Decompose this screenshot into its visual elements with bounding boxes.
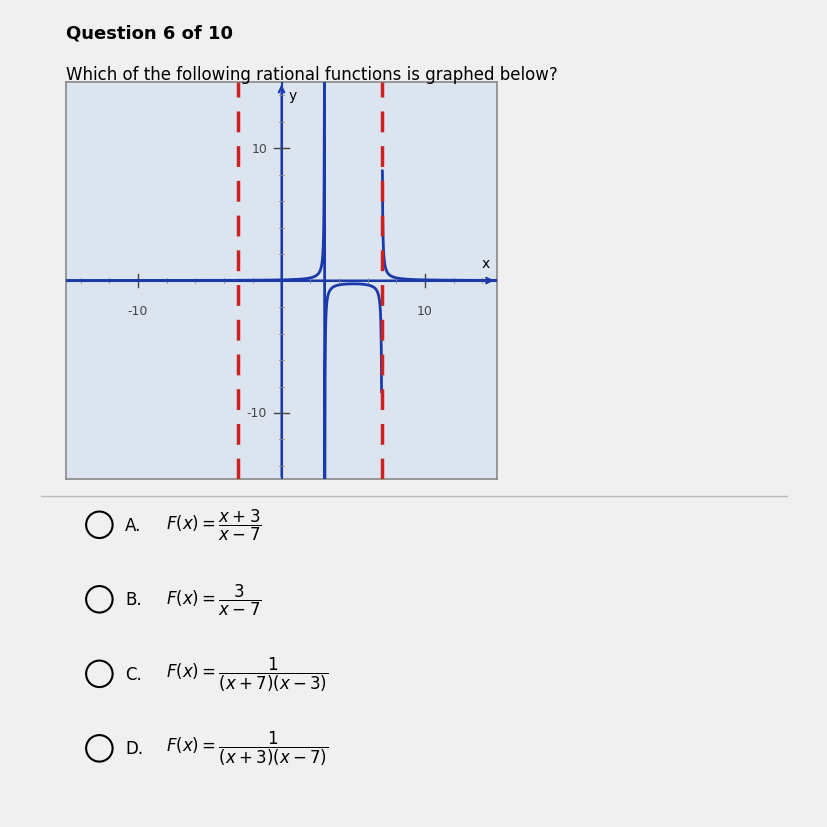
Text: 10: 10 xyxy=(251,142,267,155)
Text: -10: -10 xyxy=(127,305,148,318)
Text: B.: B. xyxy=(125,590,141,609)
Text: $F(x) = \dfrac{1}{(x+7)(x-3)}$: $F(x) = \dfrac{1}{(x+7)(x-3)}$ xyxy=(165,655,327,693)
Text: $F(x) = \dfrac{3}{x-7}$: $F(x) = \dfrac{3}{x-7}$ xyxy=(165,582,261,617)
Text: Which of the following rational functions is graphed below?: Which of the following rational function… xyxy=(66,66,557,84)
Text: $F(x) = \dfrac{x+3}{x-7}$: $F(x) = \dfrac{x+3}{x-7}$ xyxy=(165,508,261,543)
Text: C.: C. xyxy=(125,665,141,683)
Text: -10: -10 xyxy=(246,407,267,420)
Text: 10: 10 xyxy=(417,305,433,318)
Text: D.: D. xyxy=(125,739,143,758)
Text: A.: A. xyxy=(125,516,141,534)
Text: Question 6 of 10: Question 6 of 10 xyxy=(66,25,233,43)
Text: x: x xyxy=(480,256,489,270)
Text: y: y xyxy=(289,89,297,103)
Text: $F(x) = \dfrac{1}{(x+3)(x-7)}$: $F(x) = \dfrac{1}{(x+3)(x-7)}$ xyxy=(165,729,327,767)
